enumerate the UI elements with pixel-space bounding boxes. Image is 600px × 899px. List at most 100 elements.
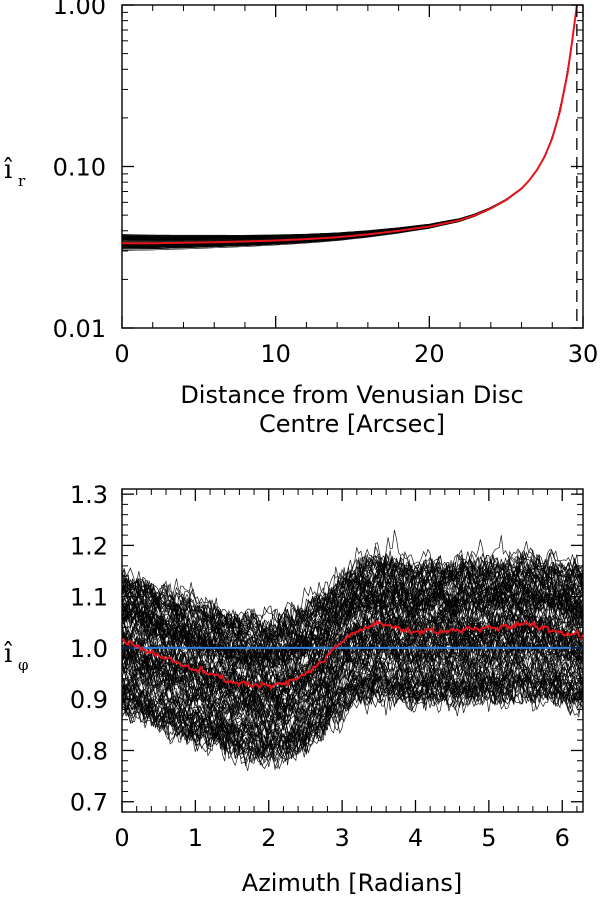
- ensemble-curve: [121, 585, 584, 670]
- y-axis-label-subscript: φ: [18, 656, 29, 674]
- ensemble-curve: [121, 4, 578, 240]
- ensemble-curve: [121, 4, 578, 249]
- ensemble-curve: [122, 4, 578, 239]
- ensemble-curve: [122, 4, 578, 242]
- ensemble-curve: [121, 630, 584, 717]
- ensemble-curve: [122, 4, 578, 245]
- ensemble-curve: [122, 4, 578, 238]
- ensemble-curve: [122, 4, 578, 238]
- ensemble-curve: [122, 4, 578, 248]
- ensemble-curve: [122, 4, 578, 239]
- ensemble-curve: [121, 679, 584, 767]
- y-tick-label: 1.2: [70, 532, 108, 560]
- ensemble-curve: [122, 4, 578, 244]
- ensemble-curve: [121, 673, 584, 771]
- ensemble-curve: [122, 4, 578, 245]
- y-axis-label: î: [4, 639, 13, 669]
- ensemble-curve: [122, 4, 578, 244]
- ensemble-curves: [121, 4, 578, 251]
- ensemble-curve: [121, 4, 578, 240]
- axes-layer: 0 10 20 30 0.01 0.10 1.00: [53, 0, 599, 368]
- x-tick-label: 30: [568, 340, 599, 368]
- ensemble-curve: [121, 4, 578, 238]
- azimuthal-profile-panel: 0 1 2 3 4 5 6 0.7 0.8 0.9 1.0 1.1 1.2 1.3 î φ Azimuth…: [4, 481, 584, 897]
- ensemble-curve: [121, 668, 584, 760]
- ensemble-curve: [121, 4, 578, 250]
- x-tick-label: 5: [481, 824, 496, 852]
- ensemble-curve: [122, 4, 578, 244]
- mean-azimuthal-curve: [121, 619, 584, 691]
- ensemble-curve: [121, 4, 578, 251]
- ensemble-curve: [121, 4, 578, 240]
- ensemble-curve: [122, 4, 578, 245]
- y-axis-label: î: [4, 155, 13, 185]
- ensemble-curve: [122, 4, 578, 242]
- ensemble-curve: [122, 4, 578, 246]
- ensemble-curve: [122, 4, 578, 243]
- ensemble-curve: [122, 4, 578, 248]
- x-tick-label: 4: [408, 824, 423, 852]
- ensemble-curve: [121, 661, 584, 747]
- y-tick-label: 0.9: [70, 686, 108, 714]
- series-layer: [121, 619, 584, 691]
- ensemble-curve: [122, 4, 578, 238]
- ensemble-curve: [122, 4, 578, 240]
- ensemble-curve: [122, 4, 578, 250]
- ensemble-curve: [122, 4, 578, 243]
- ensemble-curve: [121, 546, 584, 639]
- ensemble-curve: [121, 4, 578, 236]
- ensemble-curves: [121, 530, 584, 771]
- ensemble-curve: [122, 4, 578, 236]
- ensemble-curve: [122, 4, 578, 247]
- ensemble-curve: [122, 4, 578, 248]
- ensemble-curve: [121, 553, 584, 638]
- ensemble-curve: [122, 4, 578, 241]
- ensemble-curve: [121, 4, 578, 250]
- ensemble-curve: [122, 4, 578, 245]
- y-tick-label: 0.7: [70, 789, 108, 817]
- ensemble-curve: [121, 4, 578, 238]
- ensemble-curve: [121, 578, 584, 671]
- ensemble-curve: [122, 4, 578, 238]
- ensemble-curve: [122, 4, 578, 237]
- ensemble-curve: [122, 4, 578, 241]
- ensemble-curve: [121, 555, 584, 644]
- x-tick-label: 1: [188, 824, 203, 852]
- ensemble-curve: [121, 679, 584, 770]
- y-tick-label: 0.10: [53, 154, 106, 182]
- x-tick-label: 0: [114, 340, 129, 368]
- ensemble-curve: [122, 4, 578, 246]
- ensemble-curve: [121, 530, 584, 631]
- ensemble-curve: [121, 630, 584, 726]
- ensemble-curve: [122, 4, 578, 247]
- ensemble-curve: [122, 4, 578, 245]
- ensemble-curve: [122, 4, 578, 246]
- ensemble-curve: [121, 4, 578, 248]
- y-tick-label: 0.01: [53, 315, 106, 343]
- ensemble-curve: [122, 4, 578, 244]
- ensemble-curve: [121, 4, 578, 237]
- ensemble-curve: [121, 4, 578, 246]
- ensemble-curve: [122, 4, 578, 244]
- ensemble-curve: [121, 661, 584, 758]
- ensemble-curve: [121, 652, 584, 745]
- ensemble-curve: [121, 4, 578, 240]
- ensemble-curve: [121, 558, 584, 649]
- ensemble-curve: [122, 4, 578, 240]
- ensemble-curve: [121, 580, 584, 672]
- ensemble-curve: [121, 4, 578, 249]
- x-axis-title-line-1: Distance from Venusian Disc: [180, 381, 523, 409]
- ensemble-curve: [122, 4, 578, 249]
- ensemble-curve: [121, 566, 584, 659]
- series-layer: [122, 4, 578, 245]
- ensemble-curve: [121, 569, 584, 660]
- ensemble-curve: [122, 4, 578, 245]
- ensemble-curve: [121, 597, 584, 701]
- ensemble-curve: [121, 638, 584, 726]
- x-tick-label: 6: [555, 824, 570, 852]
- x-tick-label: 10: [260, 340, 291, 368]
- y-tick-label: 1.1: [70, 584, 108, 612]
- ensemble-curve: [121, 4, 578, 238]
- x-tick-label: 3: [334, 824, 349, 852]
